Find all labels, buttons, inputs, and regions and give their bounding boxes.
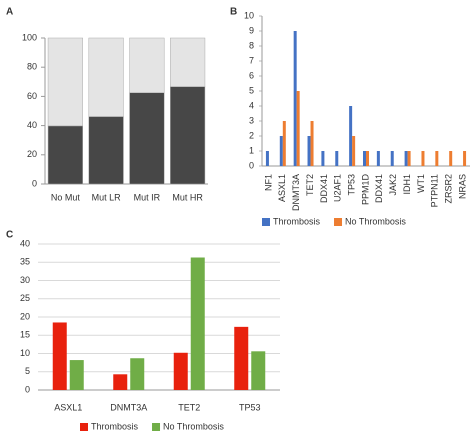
x-tick-label: DNMT3A [291, 174, 301, 211]
y-tick-label: 15 [20, 330, 30, 340]
y-tick-label: 10 [20, 348, 30, 358]
bar [69, 360, 84, 390]
bar [234, 326, 249, 390]
legend-label: Thrombosis [273, 216, 321, 226]
x-tick-label: Mut LR [92, 192, 122, 202]
y-tick-label: 8 [249, 40, 254, 50]
x-tick-label: WT1 [416, 174, 426, 193]
bar-segment [88, 116, 124, 185]
bar [293, 31, 297, 166]
bar [296, 91, 300, 166]
bar [173, 352, 188, 390]
bar-segment [47, 125, 83, 185]
bar [363, 151, 366, 166]
x-tick-label: IDH1 [402, 174, 412, 195]
x-tick-label: NF1 [263, 174, 273, 191]
legend-swatch [262, 218, 270, 226]
bar [113, 374, 128, 390]
y-tick-label: 10 [244, 10, 254, 20]
bar [251, 351, 266, 390]
x-tick-label: U2AF1 [333, 174, 343, 202]
legend-label: No Thrombosis [345, 216, 406, 226]
bar-segment [88, 37, 124, 117]
bar-segment [47, 37, 83, 127]
bar [390, 151, 394, 166]
bar [130, 358, 145, 390]
bar [404, 151, 408, 166]
y-tick-label: 9 [249, 25, 254, 35]
y-tick-label: 20 [20, 311, 30, 321]
y-tick-label: 2 [249, 130, 254, 140]
y-tick-label: 35 [20, 257, 30, 267]
legend-swatch [152, 423, 161, 431]
legend-swatch [334, 218, 343, 226]
x-tick-label: PTPN11 [430, 174, 440, 207]
bar [52, 322, 67, 390]
y-tick-label: 5 [25, 366, 30, 376]
y-tick-label: 60 [27, 91, 37, 101]
y-tick-label: 20 [27, 149, 37, 159]
y-tick-label: 4 [249, 100, 254, 110]
bar [421, 151, 425, 166]
bar [407, 151, 411, 166]
y-tick-label: 0 [249, 160, 254, 170]
y-tick-label: 80 [27, 62, 37, 72]
bar [190, 257, 205, 390]
bar [321, 151, 325, 166]
x-tick-label: NRAS [457, 174, 467, 199]
y-tick-label: 30 [20, 275, 30, 285]
y-tick-label: 6 [249, 70, 254, 80]
bar-segment [170, 86, 206, 185]
bar [435, 151, 439, 166]
bar [366, 151, 369, 166]
bar-segment [129, 92, 165, 185]
bar [265, 151, 269, 166]
bar [307, 136, 311, 166]
bar [335, 151, 339, 166]
bar-segment [170, 37, 206, 87]
panel-label: B [230, 7, 237, 18]
y-tick-label: 3 [249, 115, 254, 125]
x-tick-label: TET2 [178, 402, 200, 412]
panel-label: C [6, 230, 13, 241]
bar [279, 136, 283, 166]
legend-label: No Thrombosis [163, 421, 224, 431]
y-tick-label: 1 [249, 145, 254, 155]
legend-label: Thrombosis [91, 421, 139, 431]
bar [352, 136, 356, 166]
y-tick-label: 0 [32, 178, 37, 188]
x-tick-label: PPM1D [360, 174, 370, 206]
x-tick-label: Mut HR [172, 192, 203, 202]
x-tick-label: No Mut [51, 192, 81, 202]
x-tick-label: TET2 [305, 174, 315, 196]
x-tick-label: JAK2 [388, 174, 398, 196]
x-tick-label: TP53 [239, 402, 261, 412]
bar [376, 151, 380, 166]
panel-label: A [6, 7, 13, 18]
y-tick-label: 0 [25, 384, 30, 394]
bar-segment [129, 37, 165, 93]
bar [463, 151, 467, 166]
x-tick-label: DNMT3A [110, 402, 147, 412]
y-tick-label: 100 [22, 32, 37, 42]
bar [349, 106, 353, 166]
bar [449, 151, 453, 166]
x-tick-label: ZRSR2 [444, 174, 454, 204]
x-tick-label: Mut IR [134, 192, 161, 202]
y-tick-label: 25 [20, 293, 30, 303]
x-tick-label: TP53 [347, 174, 357, 196]
x-tick-label: ASXL1 [277, 174, 287, 202]
x-tick-label: DDX41 [374, 174, 384, 203]
y-tick-label: 40 [27, 120, 37, 130]
y-tick-label: 5 [249, 85, 254, 95]
y-tick-label: 40 [20, 238, 30, 248]
x-tick-label: ASXL1 [54, 402, 82, 412]
legend-swatch [80, 423, 88, 431]
bar [282, 121, 286, 166]
y-tick-label: 7 [249, 55, 254, 65]
x-tick-label: DDX41 [319, 174, 329, 203]
bar [310, 121, 314, 166]
